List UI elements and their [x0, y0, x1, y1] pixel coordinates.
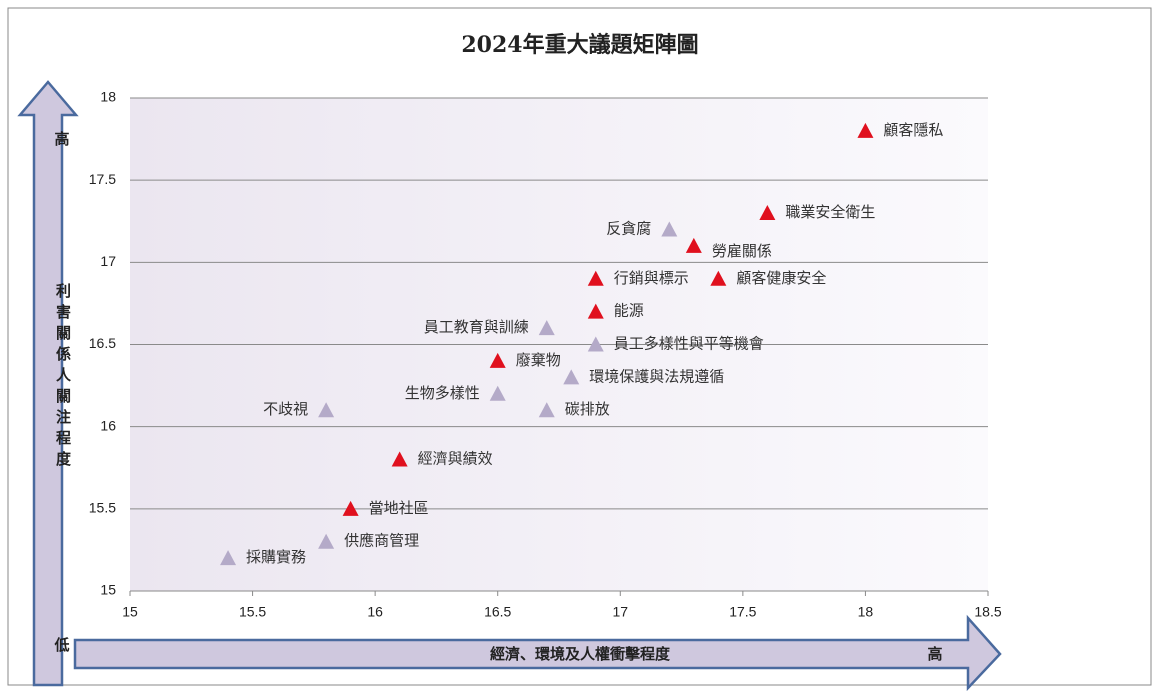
point [759, 205, 776, 221]
y-tick-label: 15.5 [89, 500, 116, 516]
point-label: 供應商管理 [344, 532, 419, 550]
point-label: 反貪腐 [606, 219, 651, 237]
point-label: 行銷與標示 [614, 269, 689, 287]
y-tick-label: 16 [100, 417, 116, 433]
x-high-label: 高 [927, 645, 942, 663]
point [563, 369, 580, 385]
point-label: 職業安全衛生 [785, 203, 875, 221]
y-tick-label: 18 [100, 89, 116, 105]
point [342, 500, 359, 516]
point-label: 當地社區 [369, 499, 429, 517]
point-label: 員工多樣性與平等機會 [614, 335, 764, 353]
x-tick-label: 15 [122, 604, 138, 620]
point-label: 顧客健康安全 [736, 269, 826, 287]
y-axis-label: 利害關係人關注程度 [54, 282, 72, 472]
chart-title: 2024年重大議題矩陣圖 [461, 32, 698, 58]
point [391, 451, 408, 467]
point [710, 270, 727, 286]
x-arrow [73, 614, 1002, 692]
y-tick-label: 16.5 [89, 335, 116, 351]
point-label: 環境保護與法規遵循 [589, 367, 724, 385]
point [318, 402, 335, 418]
point-label: 不歧視 [263, 400, 308, 418]
point-label: 能源 [614, 302, 644, 320]
point-label: 顧客隱私 [883, 121, 943, 139]
x-tick-label: 17 [612, 604, 628, 620]
x-tick-label: 18 [858, 604, 874, 620]
x-tick-label: 16.5 [484, 604, 511, 620]
y-arrow [17, 80, 79, 687]
point [661, 221, 678, 237]
point [857, 122, 874, 138]
point [587, 303, 604, 319]
point [538, 320, 555, 336]
x-tick-label: 15.5 [239, 604, 266, 620]
point [489, 352, 506, 368]
point-label: 碳排放 [565, 400, 610, 418]
point [220, 550, 237, 566]
point-label: 勞雇關係 [712, 242, 772, 260]
point [587, 270, 604, 286]
x-axis-label: 經濟、環境及人權衝擊程度 [490, 645, 671, 663]
x-tick-label: 17.5 [729, 604, 756, 620]
point-label: 經濟與績效 [418, 450, 493, 468]
y-tick-label: 15 [100, 582, 116, 598]
y-tick-label: 17 [100, 253, 116, 269]
y-tick-label: 17.5 [89, 171, 116, 187]
x-tick-label: 16 [367, 604, 383, 620]
point [489, 385, 506, 401]
x-tick-label: 18.5 [974, 604, 1001, 620]
point [538, 402, 555, 418]
low-label: 低 [53, 636, 69, 654]
point-label: 廢棄物 [516, 351, 561, 369]
point [685, 237, 702, 253]
y-high-label: 高 [54, 130, 69, 148]
point-label: 生物多樣性 [405, 384, 480, 402]
point-label: 員工教育與訓練 [424, 318, 529, 336]
point-label: 採購實務 [246, 548, 306, 566]
point [587, 336, 604, 352]
point [318, 533, 335, 549]
